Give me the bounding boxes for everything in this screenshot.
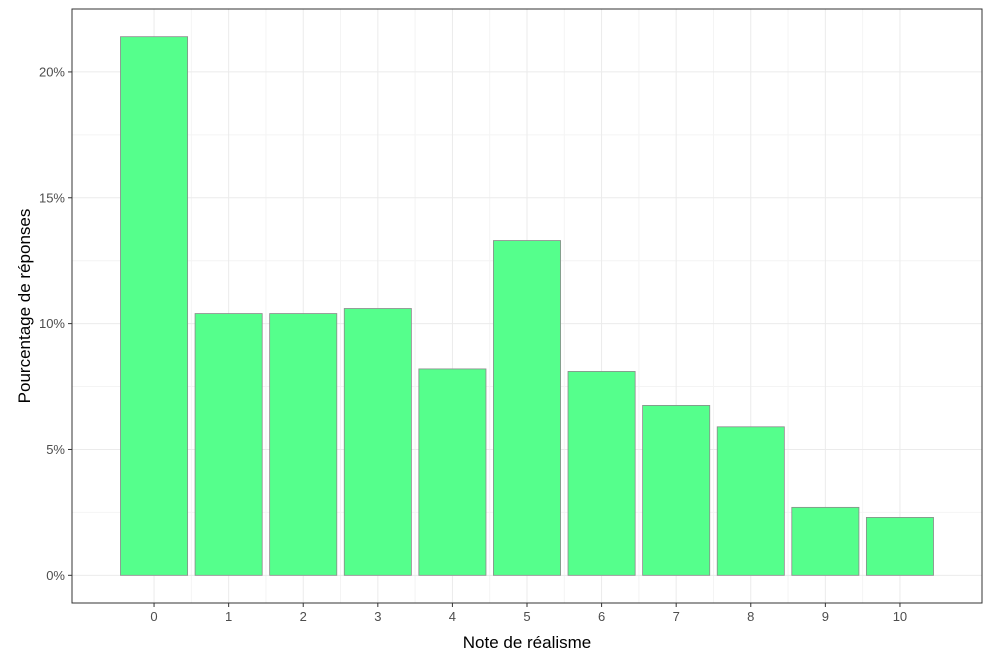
y-tick-label: 20%: [39, 64, 65, 79]
bar-2: [269, 313, 338, 576]
y-tick-label: 0%: [46, 568, 65, 583]
bar-3: [343, 308, 412, 576]
y-tick-label: 10%: [39, 316, 65, 331]
x-tick-label: 2: [300, 609, 307, 624]
bars: [120, 36, 934, 576]
y-tick-label: 15%: [39, 190, 65, 205]
bar-9: [791, 506, 860, 576]
x-tick-label: 0: [150, 609, 157, 624]
y-axis-ticks: 0% 5% 10% 15% 20%: [39, 64, 72, 583]
x-tick-label: 5: [523, 609, 530, 624]
x-tick-label: 3: [374, 609, 381, 624]
x-axis-ticks: 0 1 2 3 4 5 6 7 8 9 10: [150, 603, 907, 624]
x-tick-label: 8: [747, 609, 754, 624]
bar-6: [567, 371, 636, 576]
y-tick-label: 5%: [46, 442, 65, 457]
x-tick-label: 6: [598, 609, 605, 624]
bar-7: [642, 405, 711, 576]
x-tick-label: 10: [893, 609, 907, 624]
bar-4: [418, 368, 487, 576]
x-tick-label: 4: [449, 609, 456, 624]
bar-8: [716, 426, 785, 576]
x-tick-label: 9: [822, 609, 829, 624]
bar-5: [493, 240, 561, 576]
x-axis-title: Note de réalisme: [463, 633, 592, 652]
bar-0: [120, 36, 189, 576]
y-axis-title: Pourcentage de réponses: [15, 209, 34, 404]
x-tick-label: 7: [673, 609, 680, 624]
x-tick-label: 1: [225, 609, 232, 624]
bar-10: [865, 517, 934, 576]
bar-1: [194, 313, 263, 576]
